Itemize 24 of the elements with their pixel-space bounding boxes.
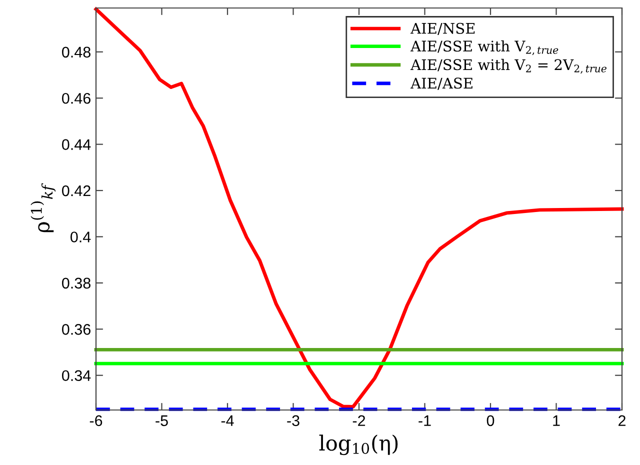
y-tick-label: 0.4	[70, 232, 91, 242]
legend-label: AIE/ASE	[410, 78, 472, 90]
x-tick-label: -1	[418, 415, 431, 426]
y-tick-label: 0.42	[62, 185, 90, 196]
x-tick-label: -4	[221, 415, 234, 426]
y-tick-label: 0.44	[62, 139, 91, 150]
x-tick-label: -6	[90, 415, 102, 426]
y-tick-label: 0.34	[62, 370, 91, 382]
x-tick-label: -3	[287, 415, 300, 426]
y-axis-title: ρ$^{(1)}$$_{kf}$	[30, 183, 56, 232]
x-tick-label: -5	[156, 415, 168, 426]
y-tick-label: 0.36	[62, 324, 90, 335]
legend-label: AIE/SSE with V$_{2}$ = 2V$_{2,true}$	[410, 58, 606, 74]
line-series	[94, 7, 624, 408]
y-tick-label: 0.46	[62, 92, 90, 104]
x-axis-title: log$_{10}$(η)	[319, 434, 398, 456]
legend-label: AIE/NSE	[410, 22, 475, 36]
x-tick-label: -2	[352, 415, 366, 426]
y-tick-label: 0.38	[62, 278, 90, 289]
legend-label: AIE/SSE with V$_{2,true}$	[410, 40, 558, 56]
x-tick-label: 1	[553, 415, 560, 426]
x-tick-label: 0	[486, 415, 494, 426]
y-tick-label: 0.48	[62, 46, 90, 58]
x-tick-label: 2	[618, 415, 626, 426]
